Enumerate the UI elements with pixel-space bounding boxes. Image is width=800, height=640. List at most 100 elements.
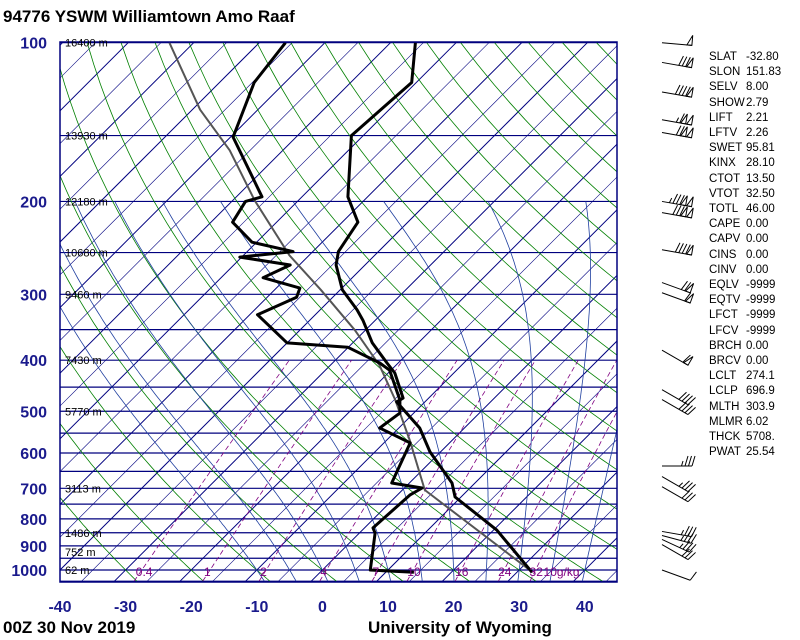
mixing-ratio-line [258, 359, 403, 582]
wind-barb [661, 569, 697, 581]
barb-staff [661, 389, 689, 406]
wind-barb [661, 204, 694, 219]
barb-pennant [682, 356, 694, 366]
isotherm-line [60, 42, 293, 276]
background-lines [60, 42, 617, 582]
isotherm-line [507, 471, 617, 582]
barb-full [681, 490, 690, 499]
barb-full [684, 525, 690, 536]
index-row: LFCV -9999 [709, 324, 781, 339]
mixing-ratio-label: 2 [260, 565, 267, 579]
wind-barb [661, 84, 694, 98]
pressure-tick-label: 400 [20, 353, 47, 370]
moist-adiabat [114, 201, 360, 582]
index-name: CAPV [709, 233, 741, 246]
index-value: 0.00 [746, 233, 769, 246]
isotherm-line [60, 42, 96, 79]
index-value: 0.00 [746, 218, 769, 231]
barb-full [684, 405, 693, 414]
barb-full [680, 280, 688, 290]
index-row: EQLV -9999 [709, 278, 781, 293]
barb-half [668, 197, 673, 203]
mixing-ratio-line [319, 359, 458, 582]
pressure-tick-label: 100 [20, 36, 47, 53]
index-row: MLMR 6.02 [709, 415, 781, 430]
index-name: EQTV [709, 294, 741, 307]
index-row: LCLP 696.9 [709, 384, 781, 399]
isotherm-line [60, 42, 358, 341]
pressure-tick-label: 800 [20, 512, 47, 529]
barb-full [679, 206, 685, 216]
index-name: LFTV [709, 127, 738, 140]
barb-full [682, 354, 691, 363]
wind-barb [661, 532, 697, 544]
barb-pennant [685, 196, 694, 208]
barb-half [681, 460, 684, 467]
isotherm-line [60, 42, 490, 473]
index-name: MLMR [709, 415, 743, 428]
isotherm-line [81, 45, 617, 582]
dry-adiabat [60, 66, 470, 582]
temperature-tick-label: -30 [114, 599, 137, 616]
mixing-ratio-label: 4 [320, 565, 327, 579]
isotherm-line [60, 42, 227, 210]
index-name: LIFT [709, 111, 733, 124]
isotherm-line [60, 42, 162, 145]
barb-full [675, 194, 682, 205]
barb-full [687, 484, 696, 492]
index-value: 46.00 [746, 203, 775, 216]
temperature-tick-label: 40 [576, 599, 594, 616]
isotherm-line [60, 42, 391, 374]
isotherm-line [60, 42, 195, 178]
wind-barb [661, 525, 697, 538]
dry-adiabat [60, 174, 404, 582]
isotherm-line [114, 77, 617, 582]
barb-full [691, 455, 696, 467]
barb-full [687, 494, 696, 503]
barb-pennant [679, 195, 688, 207]
temperature-tick-label: -10 [245, 599, 268, 616]
wind-barb [661, 193, 694, 208]
barb-full [681, 85, 688, 96]
index-row: KINX 28.10 [709, 156, 781, 171]
barb-full [687, 397, 696, 406]
index-name: PWAT [709, 446, 741, 459]
barb-pennant [685, 207, 694, 219]
barb-full [679, 195, 685, 205]
dry-adiabat [60, 422, 204, 582]
barb-staff [661, 538, 690, 553]
barb-pennant [685, 57, 694, 69]
moist-adiabat [292, 201, 455, 582]
mixing-ratio-label: 32 [530, 565, 544, 579]
barb-full [684, 292, 692, 302]
temperature-tick-label: -40 [48, 599, 71, 616]
barb-full [688, 543, 697, 553]
dry-adiabat [154, 42, 617, 550]
moist-adiabat [220, 201, 423, 582]
pressure-tick-label: 700 [20, 481, 47, 498]
index-name: CINS [709, 248, 737, 261]
barb-full [682, 541, 691, 550]
index-value: 6.02 [746, 415, 769, 428]
barb-full [689, 571, 697, 581]
dry-adiabat [324, 42, 617, 356]
index-name: LCLP [709, 385, 738, 398]
wind-barb [661, 389, 696, 406]
barb-full [684, 282, 692, 292]
dry-adiabat [290, 42, 617, 394]
height-label: 3113 m [65, 483, 101, 495]
index-value: 0.00 [746, 355, 769, 368]
moist-adiabat [162, 201, 392, 582]
height-label: 1486 m [65, 528, 102, 540]
barb-full [681, 243, 688, 254]
index-row: SHOW 2.79 [709, 96, 781, 111]
dewpoint-trace [231, 42, 424, 574]
pressure-tick-label: 300 [20, 287, 47, 304]
wind-barbs [661, 35, 697, 581]
index-name: CTOT [709, 172, 741, 185]
mixing-ratio-label: 1 [204, 565, 211, 579]
index-name: VTOT [709, 187, 740, 200]
barb-full [685, 57, 691, 67]
height-label: 5770 m [65, 406, 102, 418]
pressure-tick-label: 1000 [11, 563, 47, 580]
